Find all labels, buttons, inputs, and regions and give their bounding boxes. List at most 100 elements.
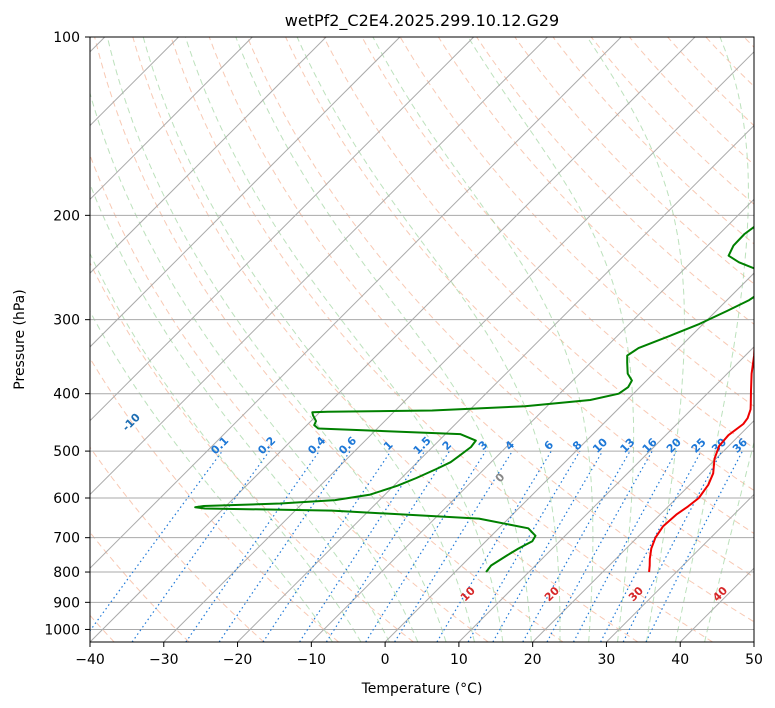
y-axis: 100 200 300 400 500 600 700 800 900 1000 — [44, 30, 90, 638]
isotherm-line — [606, 493, 754, 642]
mixing-ratio-label: 0.6 — [336, 434, 359, 457]
x-tick-label: 30 — [598, 652, 616, 668]
isotherm-line — [90, 37, 622, 569]
moist-adiabat-line — [586, 37, 685, 642]
plot-area: -100-90-80-70-60-50-40-30-20-10010203040… — [90, 37, 754, 642]
isotherm-line — [90, 37, 401, 348]
moist-adiabat-line — [184, 37, 504, 642]
isotherm-line — [90, 37, 327, 274]
mixing-ratio-line — [299, 450, 426, 642]
y-axis-label: Pressure (hPa) — [12, 289, 28, 389]
mixing-ratio-label: 0.4 — [305, 434, 328, 457]
x-tick-label: −10 — [297, 652, 327, 668]
x-tick-label: −20 — [223, 652, 253, 668]
mixing-ratio-line — [325, 450, 450, 642]
mixing-ratio-line — [436, 450, 552, 642]
moist-adiabat-line — [235, 37, 532, 642]
y-tick-label: 300 — [53, 313, 80, 329]
isotherm-line — [163, 51, 754, 642]
chart-title: wetPf2_C2E4.2025.299.10.12.G29 — [285, 11, 559, 31]
mixing-ratio-line — [218, 450, 351, 642]
mixing-ratio-line — [365, 450, 487, 642]
mixing-ratio-line — [600, 450, 702, 642]
mixing-ratio-label: 25 — [689, 436, 709, 456]
moist-adiabat-line — [90, 310, 333, 642]
plot-frame — [89, 36, 755, 643]
mixing-ratio-line — [394, 450, 513, 642]
dry-adiabat-line — [132, 37, 639, 642]
dry-adiabat-line — [743, 37, 754, 48]
y-tick-label: 400 — [53, 387, 80, 403]
moist-adiabat-line — [467, 37, 635, 642]
mixing-ratio-lines — [90, 450, 744, 642]
moist-adiabat-line — [704, 440, 754, 642]
dry-adiabat-line — [170, 37, 713, 642]
mixing-ratio-label: 16 — [640, 435, 660, 455]
dry-adiabat-line — [90, 261, 414, 642]
x-tick-label: −40 — [75, 652, 105, 668]
y-tick-label: 200 — [53, 208, 80, 224]
mixing-ratio-line — [185, 450, 320, 642]
dry-adiabat-line — [90, 531, 190, 642]
dry-adiabat-line — [90, 153, 489, 642]
mixing-ratio-line — [572, 450, 677, 642]
x-tick-label: 0 — [381, 652, 390, 668]
isotherm-line — [532, 419, 754, 642]
mixing-ratio-label: 10 — [590, 435, 610, 455]
mixing-ratio-line — [522, 450, 631, 642]
mixing-ratio-line — [546, 450, 653, 642]
y-tick-label: 600 — [53, 491, 80, 507]
dewpoint-line — [194, 225, 754, 573]
mixing-ratio-label: 20 — [664, 435, 684, 455]
dry-adiabat-line — [476, 37, 754, 325]
mixing-ratio-label: 0.1 — [208, 434, 231, 457]
isotherm-line — [458, 346, 754, 642]
y-tick-label: 800 — [53, 565, 80, 581]
x-tick-label: 20 — [524, 652, 542, 668]
x-tick-label: 50 — [745, 652, 763, 668]
mixing-ratio-line — [131, 450, 270, 642]
mixing-ratio-label: 0.2 — [255, 434, 278, 457]
moist-adiabat-line — [90, 91, 419, 642]
x-axis-label: Temperature (°C) — [361, 681, 483, 697]
isotherm-line — [90, 37, 696, 642]
moist-adiabat-line — [372, 37, 594, 642]
moist-adiabat-line — [296, 37, 561, 642]
mixing-ratio-label: 36 — [730, 435, 750, 455]
isotherm-line — [237, 124, 754, 642]
dry-adiabat-line — [361, 37, 754, 449]
mixing-ratio-labels: 0.1 0.2 0.4 0.6 1 1.5 2 3 4 6 8 10 13 16 20 25 30 36 — [208, 434, 750, 457]
x-tick-label: 40 — [671, 652, 689, 668]
dry-adiabat-line — [246, 37, 754, 578]
y-tick-label: 100 — [53, 30, 80, 46]
dry-adiabat-line — [590, 37, 754, 205]
moist-adiabat-line — [106, 37, 447, 642]
mixing-ratio-line — [467, 450, 581, 642]
mixing-ratio-line — [262, 450, 392, 642]
dry-adiabat-line — [323, 37, 754, 492]
dry-adiabat-line — [514, 37, 754, 285]
dry-adiabat-line — [94, 37, 564, 642]
isotherm-line — [90, 37, 548, 496]
isotherm-line — [90, 37, 253, 201]
moist-adiabat-line — [142, 37, 475, 642]
mixing-ratio-label: 1.5 — [411, 434, 434, 457]
profile-series — [194, 225, 754, 573]
x-tick-label: 10 — [450, 652, 468, 668]
isotherm-line — [384, 272, 754, 642]
isotherm-line — [90, 37, 475, 422]
dry-adiabat-line — [90, 357, 339, 642]
mixing-ratio-label: 13 — [618, 436, 638, 456]
x-tick-label: −30 — [149, 652, 179, 668]
dry-adiabat-label: -10 — [120, 411, 143, 434]
moist-adiabat-label: 0 — [493, 470, 508, 485]
dry-adiabat-line — [667, 37, 754, 127]
y-tick-label: 500 — [53, 444, 80, 460]
dry-adiabat-line — [285, 37, 754, 535]
moist-adiabat-label: 40 — [710, 584, 730, 604]
dry-adiabat-line — [552, 37, 754, 245]
isotherms — [90, 37, 754, 642]
moist-adiabat-label: 10 — [458, 584, 478, 604]
